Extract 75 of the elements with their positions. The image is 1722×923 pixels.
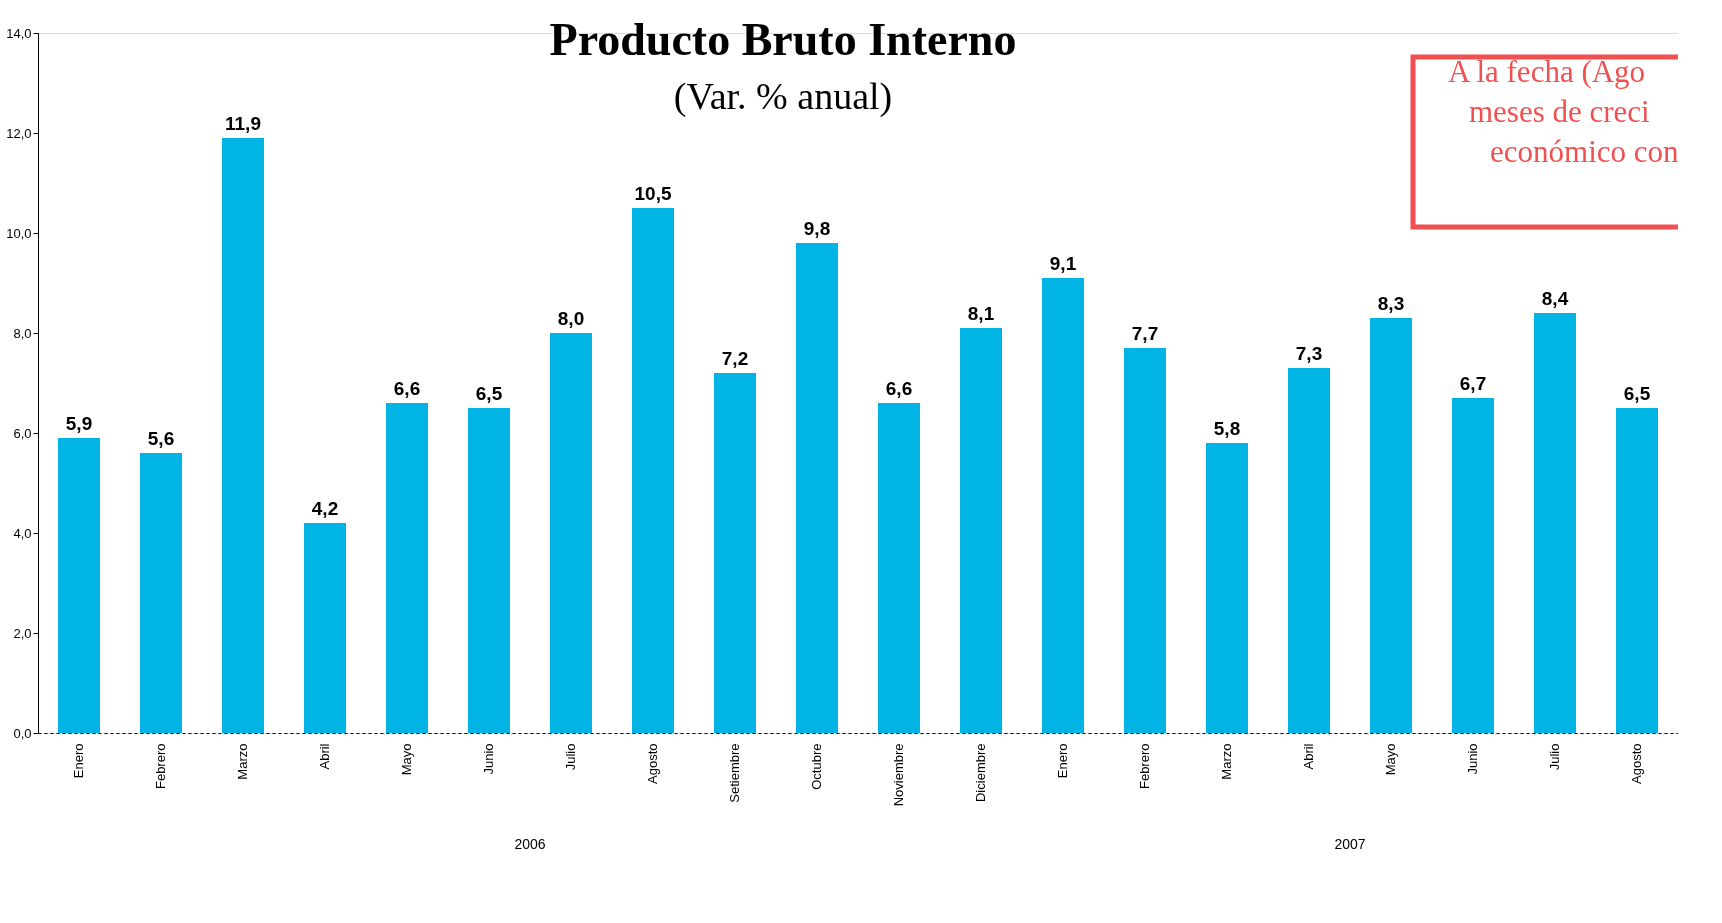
bar [1616,408,1658,733]
bar [140,453,182,733]
x-tick-label: Noviembre [891,743,906,807]
bar [468,408,510,733]
text: 2007 [1334,836,1366,852]
data-label: 9,8 [803,218,831,239]
data-label: 8,4 [1541,288,1569,309]
x-tick-label: Julio [1547,743,1562,771]
x-tick-label: Febrero [153,743,168,790]
data-label: 6,7 [1459,373,1487,394]
x-tick-label: Enero [1055,743,1070,779]
x-tick-label: Agosto [1629,743,1644,784]
data-label: 6,6 [885,378,913,399]
y-tick-label: 6,0 [13,425,32,441]
bar [796,243,838,733]
bar [1452,398,1494,733]
data-label: 5,9 [65,413,93,434]
bar [222,138,264,733]
bar [1534,313,1576,733]
chart-title: Producto Bruto Interno [549,14,1017,65]
bar [1370,318,1412,733]
x-tick-label: Marzo [235,743,250,780]
x-tick-label: Agosto [645,743,660,784]
data-label: 5,8 [1213,418,1241,439]
x-tick-label: Diciembre [973,743,988,803]
y-tick-label: 8,0 [13,325,32,341]
text: 2006 [514,836,546,852]
x-tick-label: Mayo [1383,743,1398,776]
data-label: 8,1 [967,303,995,324]
bar [714,373,756,733]
bar [1042,278,1084,733]
bar [1124,348,1166,733]
bar [1206,443,1248,733]
y-tick-label: 12,0 [6,125,32,141]
bar [632,208,674,733]
data-label: 8,0 [557,308,585,329]
text: (Var. % anual) [673,75,893,118]
x-tick-label: Abril [317,743,332,770]
x-tick-label: Junio [481,743,496,775]
data-label: 10,5 [634,183,672,204]
x-tick-label: Abril [1301,743,1316,770]
y-tick-label: 4,0 [13,525,32,541]
x-tick-label: Marzo [1219,743,1234,780]
data-label: 7,3 [1295,343,1323,364]
data-label: 11,9 [225,113,261,134]
bar [1288,368,1330,733]
annotation: meses de creci [1469,94,1651,129]
data-label: 5,6 [147,428,175,449]
data-label: 4,2 [311,498,339,519]
x-tick-label: Enero [71,743,86,779]
data-label: 6,5 [475,383,503,404]
data-label: 6,5 [1623,383,1651,404]
x-tick-label: Setiembre [727,743,742,803]
data-label: 8,3 [1377,293,1405,314]
annotation: A la fecha (Ago [1448,54,1646,89]
x-tick-label: Febrero [1137,743,1152,790]
x-tick-label: Julio [563,743,578,771]
x-tick-label: Mayo [399,743,414,776]
y-tick-label: 10,0 [6,225,32,241]
x-tick-label: Octubre [809,743,824,790]
bar [878,403,920,733]
y-tick-label: 0,0 [13,725,32,741]
data-label: 9,1 [1049,253,1077,274]
bar [304,523,346,733]
data-label: 7,7 [1131,323,1159,344]
bar [58,438,100,733]
data-label: 6,6 [393,378,421,399]
x-tick-label: Junio [1465,743,1480,775]
y-tick-label: 2,0 [13,625,32,641]
data-label: 7,2 [721,348,749,369]
bar [386,403,428,733]
bar [960,328,1002,733]
y-tick-label: 14,0 [6,25,32,41]
annotation: económico con [1490,134,1680,169]
bar [550,333,592,733]
